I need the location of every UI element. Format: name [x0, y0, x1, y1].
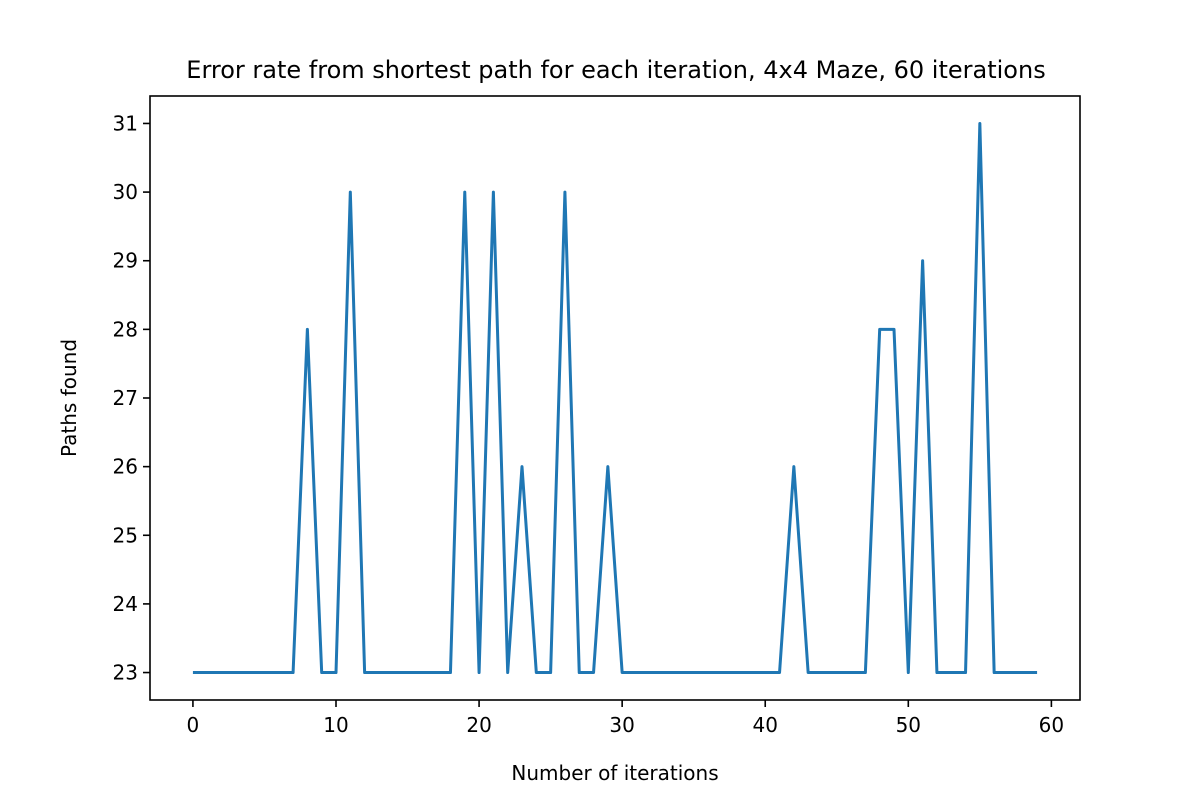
x-tick-label: 10 [323, 713, 348, 737]
x-axis-label: Number of iterations [511, 761, 718, 785]
y-tick-label: 25 [113, 523, 138, 547]
y-tick-label: 29 [113, 249, 138, 273]
y-axis-label: Paths found [57, 339, 81, 457]
x-tick-label: 60 [1039, 713, 1064, 737]
x-tick-label: 20 [466, 713, 491, 737]
y-tick-label: 30 [113, 180, 138, 204]
axes-frame [149, 95, 1081, 701]
y-axis: 23 24 25 26 27 28 29 30 31 [113, 111, 150, 685]
y-tick-label: 31 [113, 111, 138, 135]
x-axis: 0 10 20 30 40 50 60 [187, 700, 1064, 737]
y-tick-label: 23 [113, 661, 138, 685]
chart-title: Error rate from shortest path for each i… [186, 56, 1045, 84]
series-line [192, 121, 1038, 675]
plot-area [192, 121, 1038, 675]
x-tick-label: 30 [609, 713, 634, 737]
y-tick-label: 28 [113, 317, 138, 341]
x-tick-label: 0 [187, 713, 200, 737]
y-tick-label: 27 [113, 386, 138, 410]
y-tick-label: 26 [113, 455, 138, 479]
x-tick-label: 50 [896, 713, 921, 737]
x-tick-label: 40 [753, 713, 778, 737]
y-tick-label: 24 [113, 592, 138, 616]
